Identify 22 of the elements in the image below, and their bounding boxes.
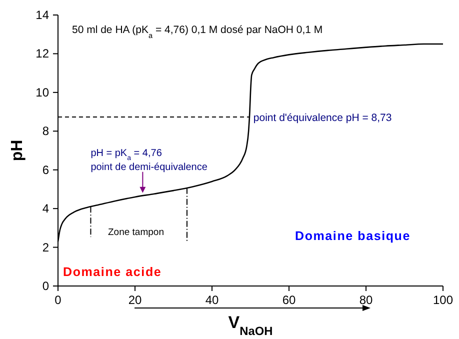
- x-tick-label: 60: [282, 293, 296, 307]
- y-tick-label: 12: [36, 46, 50, 61]
- y-tick-label: 6: [42, 162, 50, 177]
- text: 50 ml de HA (pK$_{a}$ = 4,76) 0,1 M dosé par NaOH 0,1 M: [72, 24, 323, 40]
- x-tick-label: 100: [432, 293, 454, 307]
- ref-line-label: point d'équivalence pH = 8,73: [253, 112, 392, 124]
- x-tick-label: 80: [359, 293, 373, 307]
- annotation: pH = pK$_{a}$ = 4,76 point de demi-équivalence: [90, 148, 208, 173]
- y-axis-title: pH: [9, 140, 26, 162]
- y-tick-label: 0: [42, 279, 50, 293]
- annotation: Zone tampon: [108, 227, 164, 238]
- y-tick-label: 4: [42, 202, 50, 216]
- y-tick-label: 10: [36, 85, 50, 100]
- y-tick-label: 8: [42, 124, 50, 138]
- x-tick-label: 40: [205, 293, 219, 307]
- y-tick-label: 2: [42, 240, 50, 254]
- x-tick-label: 0: [54, 293, 62, 307]
- annotation: Domaine acide: [63, 265, 162, 279]
- y-tick-label: 14: [36, 8, 50, 22]
- x-tick-label: 20: [128, 293, 142, 307]
- annotation: Domaine basique: [295, 229, 410, 243]
- x-axis-title: V$_{NaOH}$: [228, 313, 273, 338]
